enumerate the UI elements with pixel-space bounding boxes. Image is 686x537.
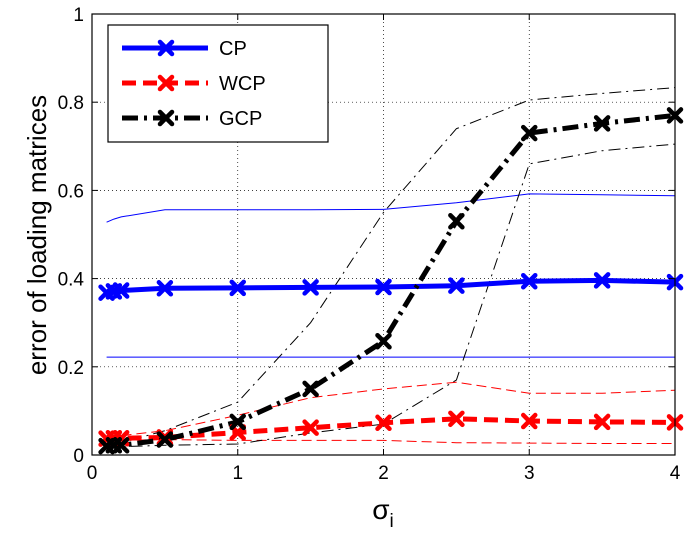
legend-cp-label: CP xyxy=(219,38,247,60)
cp-marker xyxy=(521,272,538,290)
y-tick-label: 0.2 xyxy=(58,358,84,379)
gcp-upper-line xyxy=(106,87,676,446)
cp-marker xyxy=(593,272,611,289)
y-tick-label: 0 xyxy=(73,446,84,467)
x-axis-label: σi xyxy=(372,494,394,532)
wcp-marker xyxy=(593,413,611,431)
gcp-marker xyxy=(375,332,392,350)
x-axis-subscript: i xyxy=(390,511,394,532)
wcp-marker xyxy=(448,410,465,428)
legend-cp-marker xyxy=(157,39,175,57)
gcp-marker xyxy=(112,437,130,454)
wcp-marker xyxy=(521,412,538,430)
cp-marker xyxy=(448,277,465,294)
cp-upper-line xyxy=(106,193,676,223)
y-tick-label: 0.6 xyxy=(58,181,84,202)
axis-ticks: 0 1 2 3 4 0 0.2 0.4 0.6 0.8 1 xyxy=(58,5,681,484)
x-tick-label: 0 xyxy=(87,463,98,484)
y-tick-label: 1 xyxy=(73,5,84,26)
x-tick-label: 4 xyxy=(670,463,681,484)
cp-marker xyxy=(229,279,246,297)
gcp-marker xyxy=(302,380,319,398)
wcp-lower-line xyxy=(106,439,675,444)
y-tick-label: 0.8 xyxy=(58,93,84,114)
band-lines xyxy=(106,87,676,448)
wcp-upper-line xyxy=(106,381,676,438)
series-markers xyxy=(98,107,684,455)
legend-box xyxy=(107,24,329,143)
gcp-marker xyxy=(448,213,465,230)
gcp-marker xyxy=(156,431,174,448)
wcp-marker xyxy=(302,419,319,436)
wcp-marker xyxy=(375,414,392,432)
gcp-marker xyxy=(593,115,611,132)
x-tick-label: 2 xyxy=(378,463,389,484)
cp-marker xyxy=(112,282,130,299)
x-tick-label: 1 xyxy=(232,463,243,484)
grid xyxy=(92,14,675,455)
y-tick-label: 0.4 xyxy=(58,270,85,291)
legend-gcp-label: GCP xyxy=(219,108,262,130)
gcp-marker xyxy=(229,413,246,431)
y-axis-label: error of loading matrices xyxy=(22,95,52,375)
cp-marker xyxy=(375,278,392,296)
cp-marker xyxy=(156,280,174,297)
legend-wcp-label: WCP xyxy=(219,73,266,95)
legend-gcp-marker xyxy=(157,109,175,127)
gcp-marker xyxy=(521,124,538,142)
x-axis-symbol: σ xyxy=(372,494,389,525)
legend-wcp-marker xyxy=(157,74,175,92)
legend: CP WCP GCP xyxy=(107,24,329,143)
cp-marker xyxy=(302,279,319,296)
x-tick-label: 3 xyxy=(524,463,535,484)
